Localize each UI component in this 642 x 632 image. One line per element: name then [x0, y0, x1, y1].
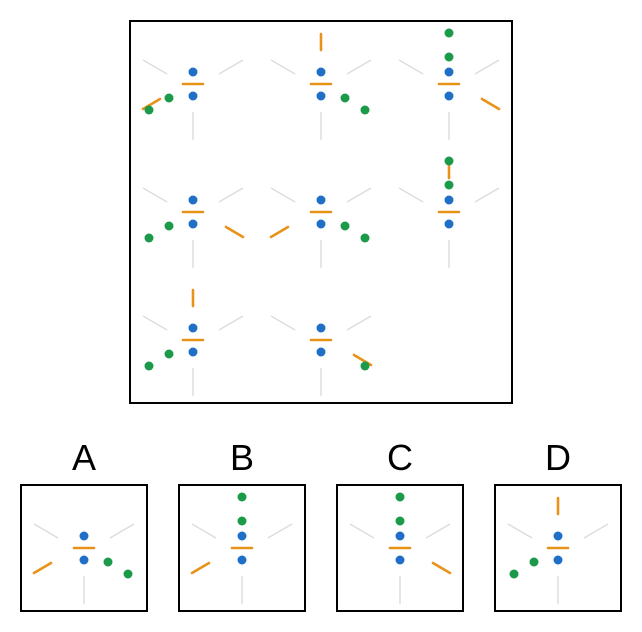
cell-r3c2-blue-dot-top	[316, 323, 326, 333]
cell-r3c2-blue-dot-bottom	[316, 347, 326, 357]
cell-r1c2-green-dot-lower-right-outer	[360, 105, 370, 115]
cell-r1c2-spoke-upper-left	[270, 59, 296, 75]
cell-r2c1-blue-dot-bottom	[188, 219, 198, 229]
option-b-glyph	[190, 492, 293, 604]
option-b-blue-dot-top	[237, 531, 247, 541]
cell-r3c2-glyph	[270, 315, 373, 396]
cell-r2c2-orange-dash-lower-left	[269, 225, 290, 239]
cell-r2c2-blue-dot-bottom	[316, 219, 326, 229]
option-b-spoke-upper-left	[191, 523, 217, 539]
cell-r3c2-green-dot-lower-right-outer	[360, 361, 370, 371]
option-a-label: A	[71, 437, 96, 478]
cell-r2c1-glyph	[142, 187, 245, 268]
option-b-green-dot-top-outer	[237, 492, 247, 502]
option-a-green-dot-lower-right-outer	[123, 569, 133, 579]
option-c-blue-dot-bottom	[395, 555, 405, 565]
cell-r2c2-blue-dot-top	[316, 195, 326, 205]
option-c-spoke-upper-right	[425, 523, 451, 539]
option-b-blue-dot-bottom	[237, 555, 247, 565]
cell-r2c3-green-dot-top-inner	[444, 180, 454, 190]
cell-r1c2-glyph	[270, 32, 372, 140]
cell-r3c1-spoke-upper-left	[142, 315, 168, 331]
cell-r3c1-glyph	[142, 288, 244, 396]
cell-r1c2-green-dot-lower-right-inner	[340, 93, 350, 103]
cell-r2c2-green-dot-lower-right-inner	[340, 221, 350, 231]
cell-r1c2-spoke-upper-right	[346, 59, 372, 75]
cell-r3c2-spoke-upper-right	[346, 315, 372, 331]
option-d-glyph	[507, 496, 609, 604]
option-c-orange-dash-lower-right	[431, 561, 452, 575]
cell-r2c3-spoke-upper-left	[398, 187, 424, 203]
cell-r1c1-green-dot-lower-left-inner	[164, 93, 174, 103]
option-a-spoke-upper-left	[33, 523, 59, 539]
option-b-orange-dash-lower-left	[190, 561, 211, 575]
cell-r2c1-orange-dash-lower-right	[224, 225, 245, 239]
option-a-blue-dot-top	[79, 531, 89, 541]
cell-r1c1-glyph	[141, 59, 244, 140]
cell-r3c1-blue-dot-bottom	[188, 347, 198, 357]
cell-r1c3-spoke-upper-right	[474, 59, 500, 75]
cell-r3c1-green-dot-lower-left-inner	[164, 349, 174, 359]
cell-r1c3-glyph	[398, 28, 501, 140]
cell-r1c3-green-dot-top-outer	[444, 28, 454, 38]
cell-r2c2-green-dot-lower-right-outer	[360, 233, 370, 243]
option-d-spoke-upper-right	[583, 523, 609, 539]
option-a-spoke-upper-right	[109, 523, 135, 539]
option-b-green-dot-top-inner	[237, 516, 247, 526]
cell-r2c2-spoke-upper-right	[346, 187, 372, 203]
option-a-green-dot-lower-right-inner	[103, 557, 113, 567]
option-c-glyph	[349, 492, 452, 604]
cell-r1c3-blue-dot-bottom	[444, 91, 454, 101]
cell-r1c3-orange-dash-lower-right	[480, 97, 501, 111]
option-d-blue-dot-bottom	[553, 555, 563, 565]
cell-r2c1-spoke-upper-left	[142, 187, 168, 203]
cell-r1c1-spoke-upper-left	[142, 59, 168, 75]
cell-r1c3-spoke-upper-left	[398, 59, 424, 75]
option-d-green-dot-lower-left-outer	[509, 569, 519, 579]
cell-r1c2-blue-dot-top	[316, 67, 326, 77]
option-c-green-dot-top-outer	[395, 492, 405, 502]
cell-r1c3-blue-dot-top	[444, 67, 454, 77]
cell-r2c3-blue-dot-top	[444, 195, 454, 205]
cell-r3c1-spoke-upper-right	[218, 315, 244, 331]
cell-r1c1-blue-dot-top	[188, 67, 198, 77]
option-c-spoke-upper-left	[349, 523, 375, 539]
cell-r2c3-spoke-upper-right	[474, 187, 500, 203]
cell-r2c1-blue-dot-top	[188, 195, 198, 205]
option-d-label: D	[545, 437, 571, 478]
option-a-glyph	[32, 523, 135, 604]
cell-r2c1-green-dot-lower-left-outer	[144, 233, 154, 243]
cell-r3c1-blue-dot-top	[188, 323, 198, 333]
cell-r2c2-spoke-upper-left	[270, 187, 296, 203]
cell-r3c2-spoke-upper-left	[270, 315, 296, 331]
option-c-green-dot-top-inner	[395, 516, 405, 526]
cell-r3c1-green-dot-lower-left-outer	[144, 361, 154, 371]
option-c-label: C	[387, 437, 413, 478]
cell-r2c3-glyph	[398, 156, 500, 268]
cell-r1c1-blue-dot-bottom	[188, 91, 198, 101]
cell-r1c1-green-dot-lower-left-outer	[144, 105, 154, 115]
option-b-spoke-upper-right	[267, 523, 293, 539]
option-d-green-dot-lower-left-inner	[529, 557, 539, 567]
cell-r1c3-green-dot-top-inner	[444, 52, 454, 62]
cell-r2c3-green-dot-top-outer	[444, 156, 454, 166]
option-d-spoke-upper-left	[507, 523, 533, 539]
option-a-orange-dash-lower-left	[32, 561, 53, 575]
cell-r2c2-glyph	[269, 187, 372, 268]
cell-r1c2-blue-dot-bottom	[316, 91, 326, 101]
cell-r2c1-spoke-upper-right	[218, 187, 244, 203]
cell-r1c1-spoke-upper-right	[218, 59, 244, 75]
cell-r2c3-blue-dot-bottom	[444, 219, 454, 229]
option-d-blue-dot-top	[553, 531, 563, 541]
cell-r2c1-green-dot-lower-left-inner	[164, 221, 174, 231]
option-c-blue-dot-top	[395, 531, 405, 541]
option-b-label: B	[229, 437, 254, 478]
option-a-blue-dot-bottom	[79, 555, 89, 565]
